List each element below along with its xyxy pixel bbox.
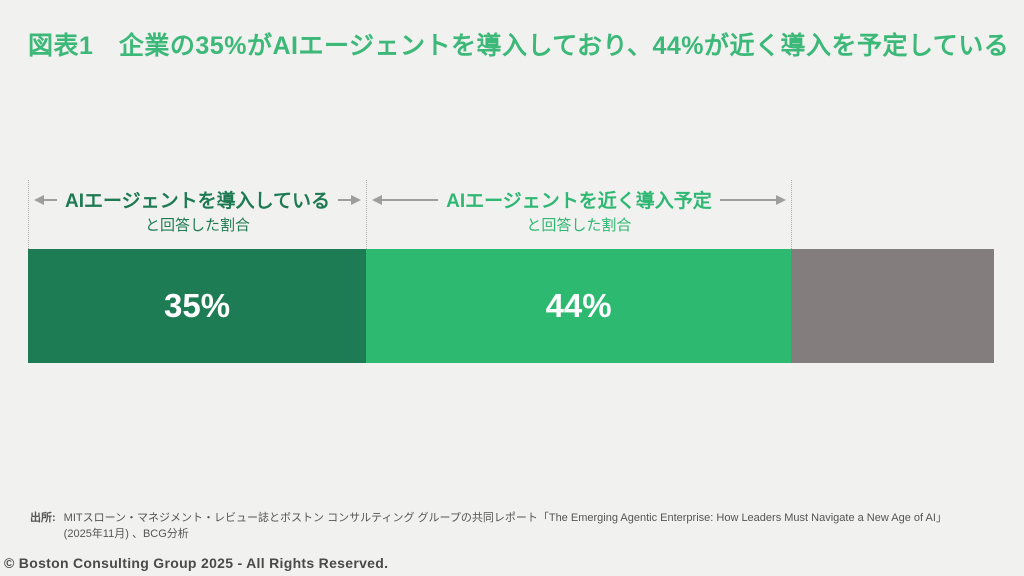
arrow-line xyxy=(382,198,439,201)
arrow-right-icon xyxy=(775,194,786,205)
annotation-spacer xyxy=(792,180,994,249)
annotation-planned: AIエージェントを近く導入予定 と回答した割合 xyxy=(367,180,792,249)
bar-segment-value: 44% xyxy=(545,287,612,324)
bar-segment-remainder xyxy=(791,249,994,363)
bar-segment-value: 35% xyxy=(164,287,231,324)
source-line-2: (2025年11月) 、BCG分析 xyxy=(63,528,189,540)
stacked-bar: 35% 44% xyxy=(28,249,994,363)
source-label: 出所: xyxy=(30,512,56,524)
arrow-line xyxy=(44,198,57,201)
annotation-planned-subtitle: と回答した割合 xyxy=(526,217,632,234)
arrow-left-icon xyxy=(372,194,383,205)
bar-segment-adopted: 35% xyxy=(28,249,367,363)
arrow-line xyxy=(719,198,776,201)
bar-segment-planned: 44% xyxy=(366,249,792,363)
annotation-planned-title: AIエージェントを近く導入予定 xyxy=(446,191,712,212)
copyright-notice: © Boston Consulting Group 2025 - All Rig… xyxy=(4,555,389,571)
annotation-adopted-span: AIエージェントを導入している xyxy=(29,186,366,213)
arrow-right-icon xyxy=(351,194,362,205)
arrow-left-icon xyxy=(34,194,44,205)
annotation-planned-span: AIエージェントを近く導入予定 xyxy=(367,186,791,213)
page-title: 図表1 企業の35%がAIエージェントを導入しており、44%が近く導入を予定して… xyxy=(28,32,1010,60)
source-note: 出所: MITスローン・マネジメント・レビュー誌とボストン コンサルティング グ… xyxy=(30,510,947,542)
bar-annotations: AIエージェントを導入している と回答した割合 AIエージェントを近く導入予定 … xyxy=(28,180,994,249)
annotation-adopted-title: AIエージェントを導入している xyxy=(65,191,331,212)
annotation-adopted: AIエージェントを導入している と回答した割合 xyxy=(28,180,368,249)
source-text: MITスローン・マネジメント・レビュー誌とボストン コンサルティング グループの… xyxy=(64,510,947,542)
source-line-1: MITスローン・マネジメント・レビュー誌とボストン コンサルティング グループの… xyxy=(63,512,947,524)
annotation-adopted-subtitle: と回答した割合 xyxy=(145,217,251,234)
arrow-line xyxy=(338,198,352,201)
